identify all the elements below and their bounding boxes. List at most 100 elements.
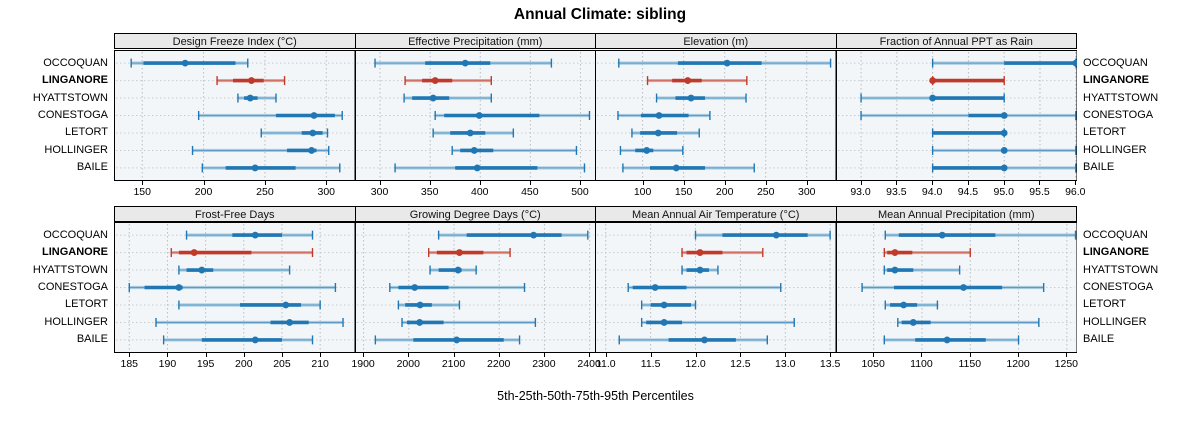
axis-tick-label: 12.0 (685, 358, 706, 370)
axis-tick-mark (683, 181, 685, 185)
median-dot (251, 164, 259, 172)
site-label-right: LINGANORE (1083, 74, 1149, 87)
axis-tick-label: 150 (674, 186, 693, 198)
axis-tick-mark (605, 353, 607, 357)
axis-tick-label: 1050 (861, 358, 885, 370)
axis-tick-mark (1003, 181, 1005, 185)
axis-tick-mark (1039, 181, 1041, 185)
axis-tick-label: 13.5 (819, 358, 841, 370)
axis-tick-label: 350 (420, 186, 439, 198)
site-label-left: BAILE (76, 161, 108, 174)
axis-tick-mark (969, 353, 971, 357)
site-label-left: OCCOQUAN (43, 56, 108, 69)
panel-strip: Frost-Free Days (114, 206, 356, 222)
median-dot (198, 266, 206, 274)
axis-tick-label: 1150 (958, 358, 982, 370)
axis-tick-label: 95.5 (1029, 186, 1050, 198)
axis-tick-mark (650, 353, 652, 357)
median-dot (470, 147, 478, 154)
axis-tick-label: 93.0 (850, 186, 871, 198)
median-dot (251, 336, 259, 344)
median-dot (891, 266, 898, 274)
median-dot (466, 129, 474, 137)
median-dot (308, 147, 315, 154)
axis-tick-label: 95.0 (993, 186, 1014, 198)
axis-tick-label: 300 (317, 186, 336, 198)
median-dot (772, 231, 780, 239)
site-label-left: LINGANORE (42, 74, 108, 87)
median-dot (452, 336, 460, 344)
axis-tick-mark (205, 353, 207, 357)
median-dot (251, 231, 259, 239)
axis-tick-label: 1900 (351, 358, 375, 370)
axis-tick-label: 2400 (577, 358, 601, 370)
median-dot (248, 77, 255, 84)
axis-tick-label: 250 (256, 186, 274, 198)
axis-tick-mark (429, 181, 431, 185)
median-dot (190, 249, 198, 256)
site-label-right: CONESTOGA (1083, 281, 1154, 293)
median-dot (416, 301, 423, 309)
axis-tick-mark (830, 353, 832, 357)
median-dot (1000, 112, 1008, 119)
median-dot (410, 284, 418, 291)
axis-tick-label: 195 (196, 358, 215, 370)
site-label-left: BAILE (76, 333, 108, 346)
axis-tick-mark (543, 353, 545, 357)
site-label-left: LETORT (65, 298, 108, 311)
site-label-right: HOLLINGER (1083, 143, 1147, 156)
panel-plot (835, 222, 1077, 353)
axis-tick-label: 2300 (532, 358, 556, 370)
axis-tick-label: 93.5 (886, 186, 907, 198)
axis-tick-mark (806, 181, 808, 185)
axis-tick-label: 2000 (396, 358, 420, 370)
axis-tick-mark (873, 353, 875, 357)
axis-tick-mark (860, 181, 862, 185)
axis-tick-label: 11.5 (640, 358, 661, 370)
median-dot (687, 94, 695, 102)
axis-tick-mark (453, 353, 455, 357)
site-label-right: HOLLINGER (1083, 315, 1147, 328)
axis-tick-label: 210 (311, 358, 329, 370)
axis-tick-mark (765, 181, 767, 185)
panel-strip: Effective Precipitation (mm) (354, 33, 596, 49)
axis-tick-mark (167, 353, 169, 357)
median-dot (455, 249, 463, 256)
median-dot (672, 164, 680, 172)
site-label-left: LETORT (65, 126, 108, 139)
axis-tick-label: 200 (715, 186, 734, 198)
median-dot (473, 164, 481, 172)
median-dot (696, 266, 704, 274)
site-label-left: LINGANORE (42, 246, 108, 259)
median-dot (899, 301, 907, 309)
median-dot (891, 249, 898, 256)
panel-plot (114, 222, 356, 353)
median-dot (655, 112, 663, 119)
axis-tick-mark (785, 353, 787, 357)
site-label-right: BAILE (1083, 333, 1115, 346)
site-label-right: LINGANORE (1083, 246, 1149, 259)
site-label-right: LETORT (1083, 126, 1126, 139)
axis-tick-mark (1066, 353, 1068, 357)
axis-tick-label: 190 (158, 358, 177, 370)
median-dot (909, 319, 917, 326)
axis-tick-mark (408, 353, 410, 357)
median-dot (959, 284, 967, 291)
axis-tick-mark (932, 181, 934, 185)
axis-tick-mark (243, 353, 245, 357)
median-dot (928, 94, 936, 102)
median-dot (454, 266, 461, 274)
site-label-right: HYATTSTOWN (1083, 263, 1159, 276)
median-dot (1000, 129, 1008, 137)
axis-tick-label: 11.0 (595, 358, 616, 370)
median-dot (475, 112, 483, 119)
site-label-right: OCCOQUAN (1083, 56, 1148, 69)
axis-tick-label: 150 (133, 186, 151, 198)
axis-tick-mark (379, 181, 381, 185)
axis-tick-label: 2200 (487, 358, 511, 370)
panel-strip: Mean Annual Precipitation (mm) (835, 206, 1077, 222)
axis-tick-mark (203, 181, 205, 185)
axis-tick-label: 1250 (1054, 358, 1078, 370)
site-label-left: HOLLINGER (44, 143, 108, 156)
axis-tick-label: 250 (756, 186, 775, 198)
